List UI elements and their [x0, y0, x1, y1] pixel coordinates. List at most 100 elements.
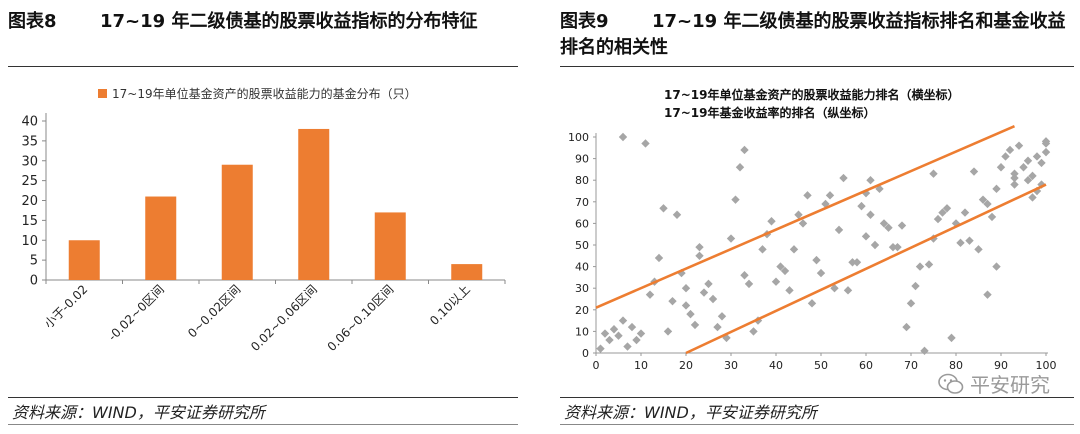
scatter-point — [681, 284, 691, 293]
scatter-point — [789, 245, 799, 254]
scatter-point — [866, 210, 875, 219]
scatter-point — [771, 277, 781, 286]
scatter-x-tick-label: 0 — [593, 359, 600, 372]
scatter-point — [987, 212, 997, 222]
scatter-point — [627, 322, 637, 332]
figure-8-title-rule — [8, 66, 518, 67]
scatter-point — [956, 238, 965, 248]
figure-9-title-text: 17~19 年二级债基的股票收益指标排名和基金收益排名的相关性 — [560, 11, 1066, 58]
scatter-point — [803, 191, 812, 200]
bar — [298, 128, 330, 280]
scatter-point — [807, 299, 817, 308]
scatter-chart: 17~19年单位基金资产的股票收益能力排名（横坐标） 17~19年基金收益率的排名… — [568, 87, 1057, 372]
scatter-point — [780, 266, 790, 276]
figure-8-title-text: 17~19 年二级债基的股票收益指标的分布特征 — [100, 11, 478, 32]
scatter-y-tick-label: 80 — [575, 174, 589, 187]
bar-y-tick-label: 35 — [21, 134, 38, 149]
scatter-point — [1041, 147, 1051, 157]
scatter-point — [740, 145, 749, 155]
scatter-point — [632, 335, 641, 345]
bar-y-tick-label: 40 — [21, 115, 38, 130]
scatter-point — [654, 253, 664, 263]
figure-8-number: 图表8 — [8, 11, 57, 32]
scatter-x-tick-label: 80 — [949, 359, 963, 372]
scatter-x-tick-label: 50 — [814, 359, 828, 372]
bar-chart: 17~19年单位基金资产的股票收益能力的基金分布（只） 0 5 10 15 20 25 30 3… — [21, 86, 506, 354]
scatter-x-tick-label: 70 — [904, 359, 918, 372]
scatter-point — [1014, 141, 1024, 150]
bar-category-label: 0~0.02区间 — [185, 282, 243, 340]
scatter-point — [672, 210, 682, 219]
scatter-y-tick-label: 10 — [575, 325, 589, 338]
bar — [221, 164, 253, 280]
bar-y-tick-label: 0 — [30, 274, 38, 289]
scatter-point — [983, 199, 992, 209]
bar-category-label: 0.10以上 — [427, 282, 473, 328]
scatter-point — [843, 286, 853, 295]
scatter-point — [888, 242, 898, 252]
scatter-point — [906, 299, 916, 308]
scatter-point — [726, 234, 736, 243]
bar-legend-label: 17~19年单位基金资产的股票收益能力的基金分布（只） — [112, 86, 417, 101]
scatter-point — [947, 333, 956, 343]
scatter-point — [609, 325, 619, 334]
scatter-point — [897, 221, 907, 230]
scatter-x-tick-label: 60 — [859, 359, 873, 372]
scatter-point — [852, 258, 862, 267]
scatter-point — [960, 208, 970, 217]
scatter-y-tick-label: 60 — [575, 217, 589, 230]
bar-category-label: 0.06~0.10区间 — [325, 282, 397, 354]
scatter-point — [681, 301, 691, 310]
figure-8-source-rule — [8, 397, 518, 398]
scatter-point — [848, 258, 857, 267]
scatter-point — [1001, 152, 1010, 161]
figure-9-panel: 图表9 17~19 年二级债基的股票收益指标排名和基金收益排名的相关性 17~19… — [552, 0, 1080, 434]
scatter-point — [717, 312, 727, 321]
scatter-y-label: 17~19年基金收益率的排名（纵坐标） — [664, 105, 875, 120]
scatter-point — [614, 331, 623, 340]
scatter-y-tick-label: 0 — [582, 347, 589, 360]
scatter-point — [605, 335, 614, 345]
scatter-point — [735, 163, 745, 172]
figure-9-source: 资料来源：WIND，平安证券研究所 — [564, 403, 817, 422]
scatter-y-tick-label: 30 — [575, 282, 589, 295]
scatter-x-tick-label: 40 — [769, 359, 783, 372]
figure-9-title-rule — [560, 66, 1074, 67]
scatter-point — [861, 188, 871, 198]
scatter-point — [893, 242, 902, 252]
scatter-point — [767, 217, 776, 226]
scatter-point — [983, 290, 992, 299]
scatter-point — [915, 262, 925, 271]
bar-category-label: -0.02~0区间 — [106, 282, 167, 343]
scatter-point — [641, 139, 650, 148]
bar-category-label: 0.02~0.06区间 — [248, 282, 320, 354]
scatter-point — [1023, 176, 1033, 185]
scatter-x-tick-label: 100 — [1036, 359, 1057, 372]
scatter-y-tick-label: 40 — [575, 261, 589, 274]
scatter-point — [699, 288, 709, 297]
scatter-x-tick-label: 10 — [634, 359, 648, 372]
scatter-point — [1028, 193, 1037, 202]
scatter-point — [861, 232, 871, 241]
scatter-point — [659, 204, 668, 213]
scatter-point — [776, 262, 785, 271]
scatter-x-label: 17~19年单位基金资产的股票收益能力排名（横坐标） — [664, 87, 959, 102]
scatter-y-tick-label: 90 — [575, 153, 589, 166]
watermark-text: 平安研究 — [970, 373, 1050, 397]
scatter-point — [645, 290, 655, 299]
figure-8-source: 资料来源：WIND，平安证券研究所 — [12, 403, 265, 422]
scatter-point — [866, 176, 875, 185]
scatter-point — [618, 132, 628, 142]
scatter-point — [749, 327, 758, 336]
scatter-point — [969, 167, 979, 176]
scatter-point — [713, 322, 722, 332]
scatter-point — [911, 281, 920, 291]
figure-9-number: 图表9 — [560, 11, 609, 32]
scatter-point — [879, 219, 889, 228]
scatter-point — [924, 260, 934, 269]
scatter-point — [798, 219, 808, 228]
scatter-point — [1028, 171, 1037, 181]
scatter-point — [996, 163, 1006, 172]
scatter-x-tick-label: 20 — [679, 359, 693, 372]
wechat-icon — [938, 373, 964, 394]
